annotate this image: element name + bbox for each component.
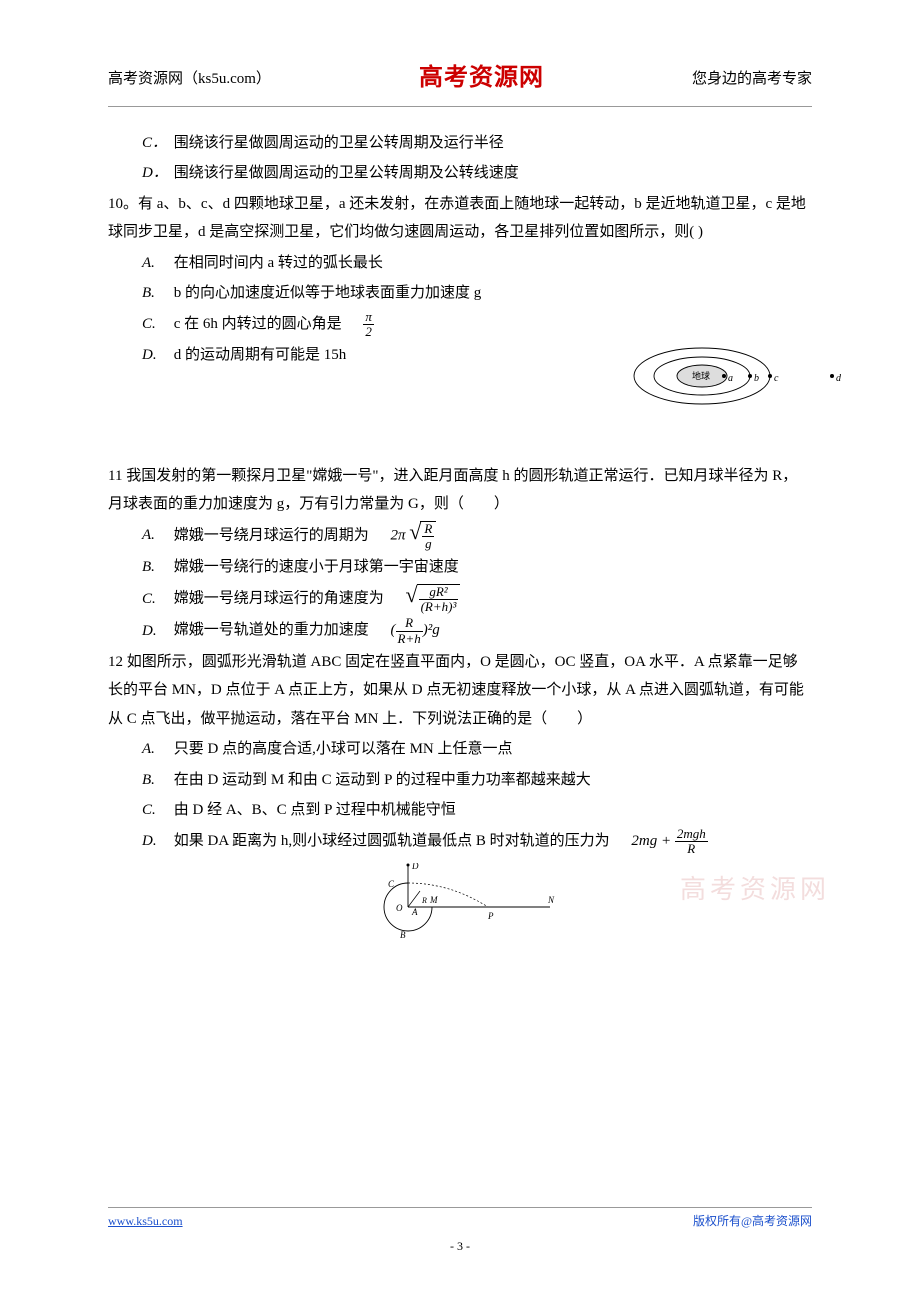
- option-label: B.: [142, 766, 170, 795]
- option-text: d 的运动周期有可能是 15h: [174, 347, 347, 363]
- orbit-diagram: 地球 a b c d: [632, 341, 842, 422]
- frac-num: gR²: [419, 585, 459, 600]
- footer-rule: [108, 1207, 812, 1208]
- q12-option-a: A. 只要 D 点的高度合适,小球可以落在 MN 上任意一点: [142, 735, 812, 764]
- svg-text:a: a: [728, 373, 733, 384]
- option-label: C．: [142, 129, 170, 158]
- expr: √ gR² (R+h)³: [406, 584, 461, 615]
- fraction-expr: π 2: [363, 310, 374, 340]
- option-label: D.: [142, 341, 170, 370]
- option-text: 如果 DA 距离为 h,则小球经过圆弧轨道最低点 B 时对轨道的压力为: [174, 833, 610, 849]
- q9-option-c: C． 围绕该行星做圆周运动的卫星公转周期及运行半径: [142, 129, 812, 158]
- option-text: 嫦娥一号轨道处的重力加速度: [174, 623, 369, 639]
- svg-text:c: c: [774, 373, 779, 384]
- header-left: 高考资源网（ks5u.com）: [108, 65, 271, 94]
- q11-option-b: B. 嫦娥一号绕行的速度小于月球第一宇宙速度: [142, 553, 812, 582]
- option-text: 嫦娥一号绕行的速度小于月球第一宇宙速度: [174, 559, 459, 575]
- svg-text:D: D: [411, 863, 419, 871]
- frac-num: R: [396, 616, 423, 631]
- option-label: B.: [142, 553, 170, 582]
- option-label: A.: [142, 735, 170, 764]
- svg-text:B: B: [400, 930, 406, 940]
- q12-option-b: B. 在由 D 运动到 M 和由 C 运动到 P 的过程中重力功率都越来越大: [142, 766, 812, 795]
- expr-lead: 2mg +: [631, 833, 674, 849]
- option-label: D．: [142, 159, 170, 188]
- q10-option-b: B. b 的向心加速度近似等于地球表面重力加速度 g: [142, 279, 812, 308]
- option-label: D.: [142, 827, 170, 856]
- page-content: C． 围绕该行星做圆周运动的卫星公转周期及运行半径 D． 围绕该行星做圆周运动的…: [108, 129, 812, 963]
- page-footer: www.ks5u.com 版权所有@高考资源网 - 3 -: [108, 1207, 812, 1258]
- expr: 2π √ R g: [391, 521, 437, 552]
- page-number: - 3 -: [108, 1235, 812, 1258]
- option-text: 围绕该行星做圆周运动的卫星公转周期及运行半径: [174, 135, 504, 151]
- q12-option-d: D. 如果 DA 距离为 h,则小球经过圆弧轨道最低点 B 时对轨道的压力为 2…: [142, 827, 812, 857]
- frac-den: (R+h)³: [419, 600, 459, 614]
- svg-text:N: N: [547, 895, 555, 905]
- option-label: B.: [142, 279, 170, 308]
- option-text: 在由 D 运动到 M 和由 C 运动到 P 的过程中重力功率都越来越大: [174, 772, 591, 788]
- q10-option-c: C. c 在 6h 内转过的圆心角是 π 2: [142, 310, 812, 340]
- option-text: 围绕该行星做圆周运动的卫星公转周期及公转线速度: [174, 165, 519, 181]
- option-text: 由 D 经 A、B、C 点到 P 过程中机械能守恒: [174, 802, 456, 818]
- footer-url[interactable]: www.ks5u.com: [108, 1210, 183, 1233]
- frac-den: R: [675, 842, 708, 856]
- svg-text:b: b: [754, 373, 759, 384]
- header-rule: [108, 106, 812, 107]
- option-label: C.: [142, 310, 170, 339]
- q11-option-d: D. 嫦娥一号轨道处的重力加速度 ( R R+h )²g: [142, 616, 812, 646]
- footer-copyright: 版权所有@高考资源网: [693, 1210, 812, 1233]
- option-text: c 在 6h 内转过的圆心角是: [174, 316, 342, 332]
- header-center-logo: 高考资源网: [419, 56, 544, 102]
- q9-option-d: D． 围绕该行星做圆周运动的卫星公转周期及公转线速度: [142, 159, 812, 188]
- svg-text:d: d: [836, 373, 842, 384]
- page-header: 高考资源网（ks5u.com） 高考资源网 您身边的高考专家: [108, 56, 812, 106]
- header-right: 您身边的高考专家: [692, 65, 812, 94]
- arc-diagram: D C O A B M N P R: [108, 863, 812, 964]
- earth-label: 地球: [692, 370, 710, 381]
- option-label: A.: [142, 521, 170, 550]
- svg-text:A: A: [411, 907, 418, 917]
- expr: 2mg + 2mgh R: [631, 827, 707, 857]
- frac-den: g: [422, 537, 434, 551]
- svg-text:R: R: [421, 896, 427, 905]
- frac-num: R: [422, 522, 434, 537]
- expr: ( R R+h )²g: [391, 616, 440, 646]
- q12-intro: 12 如图所示，圆弧形光滑轨道 ABC 固定在竖直平面内，O 是圆心，OC 竖直…: [108, 648, 812, 734]
- frac-num: π: [363, 310, 374, 325]
- option-text: 只要 D 点的高度合适,小球可以落在 MN 上任意一点: [174, 741, 513, 757]
- g-var: g: [432, 623, 440, 639]
- q11-option-a: A. 嫦娥一号绕月球运行的周期为 2π √ R g: [142, 521, 812, 552]
- option-text: b 的向心加速度近似等于地球表面重力加速度 g: [174, 285, 482, 301]
- q11-intro: 11 我国发射的第一颗探月卫星"嫦娥一号"，进入距月面高度 h 的圆形轨道正常运…: [108, 462, 812, 519]
- option-label: C.: [142, 796, 170, 825]
- svg-text:O: O: [396, 903, 403, 913]
- frac-den: R+h: [396, 632, 423, 646]
- option-text: 嫦娥一号绕月球运行的角速度为: [174, 591, 384, 607]
- q11-option-c: C. 嫦娥一号绕月球运行的角速度为 √ gR² (R+h)³: [142, 584, 812, 615]
- svg-text:P: P: [487, 911, 494, 921]
- expr-lead: 2π: [391, 527, 406, 543]
- option-label: A.: [142, 249, 170, 278]
- svg-text:M: M: [429, 895, 438, 905]
- q10-option-a: A. 在相同时间内 a 转过的弧长最长: [142, 249, 812, 278]
- svg-text:C: C: [388, 879, 395, 889]
- option-label: D.: [142, 617, 170, 646]
- q10-intro: 10。有 a、b、c、d 四颗地球卫星，a 还未发射，在赤道表面上随地球一起转动…: [108, 190, 812, 247]
- option-label: C.: [142, 585, 170, 614]
- q12-option-c: C. 由 D 经 A、B、C 点到 P 过程中机械能守恒: [142, 796, 812, 825]
- frac-den: 2: [363, 325, 374, 339]
- frac-num: 2mgh: [675, 827, 708, 842]
- option-text: 在相同时间内 a 转过的弧长最长: [174, 255, 383, 271]
- option-text: 嫦娥一号绕月球运行的周期为: [174, 527, 369, 543]
